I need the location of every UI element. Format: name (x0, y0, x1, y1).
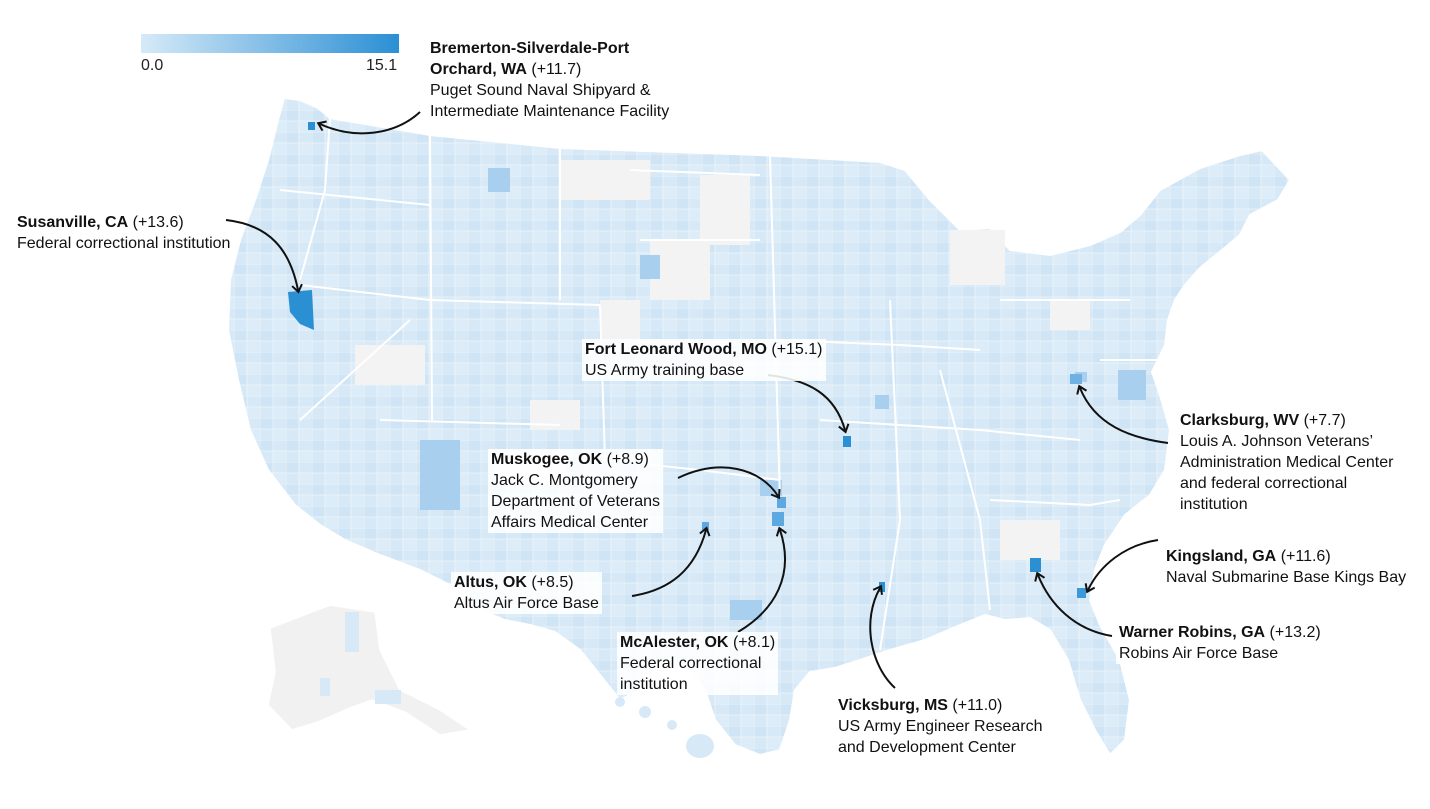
annotation-place: Muskogee, OK (491, 451, 603, 468)
annotation-delta: (+8.5) (531, 574, 574, 591)
county-vicksburg (879, 582, 885, 592)
arrow-vicksburg (869, 584, 896, 689)
annotation-description: Naval Submarine Base Kings Bay (1166, 569, 1407, 586)
annotation-description: Federal correctional institution (17, 235, 231, 252)
annotation-description: and federal correctional (1180, 475, 1348, 492)
annotation-delta: (+8.1) (732, 634, 776, 651)
annotation-description: Louis A. Johnson Veterans’ (1180, 433, 1374, 450)
annotation-delta: (+8.9) (606, 451, 649, 468)
annotation-description: Intermediate Maintenance Facility (430, 103, 670, 120)
annotation-clarksburg: Clarksburg, WV (+7.7) Louis A. Johnson V… (1177, 410, 1397, 515)
arrow-warner-robins (1034, 571, 1113, 637)
arrow-mcalester (737, 526, 787, 633)
annotation-place: Altus, OK (454, 574, 527, 591)
arrow-muskogee (677, 466, 781, 500)
annotation-place: Clarksburg, WV (1180, 412, 1300, 429)
arrow-clarksburg (1076, 384, 1169, 444)
state-borders (279, 117, 1165, 651)
arrow-bremerton (316, 111, 421, 135)
county-muskogee (777, 497, 786, 508)
annotation-description: Department of Veterans (491, 493, 660, 510)
legend-max-label: 15.1 (366, 57, 398, 74)
annotation-place: Bremerton-Silverdale-Port (430, 40, 630, 57)
county-fort-leonard-wood (843, 436, 851, 447)
county-altus (702, 522, 709, 530)
annotation-delta: (+13.2) (1269, 624, 1321, 641)
alaska-counties (320, 612, 401, 704)
annotation-place: Kingsland, GA (1166, 548, 1277, 565)
annotation-description: Affairs Medical Center (491, 514, 649, 531)
annotation-delta: (+11.6) (1280, 548, 1331, 565)
annotation-fort-leonard-wood: Fort Leonard Wood, MO (+15.1) US Army tr… (582, 339, 826, 381)
annotation-description: Federal correctional (620, 655, 762, 672)
county-clarksburg (1070, 374, 1082, 384)
annotation-delta: (+15.1) (771, 341, 823, 358)
annotation-place: McAlester, OK (620, 634, 729, 651)
county-bremerton (308, 122, 315, 130)
annotation-description: Jack C. Montgomery (491, 472, 638, 489)
annotation-description: institution (620, 676, 688, 693)
arrow-altus (631, 526, 711, 597)
annotation-warner-robins: Warner Robins, GA (+13.2) Robins Air For… (1116, 622, 1324, 664)
no-data-regions (355, 160, 1090, 560)
annotation-place: Fort Leonard Wood, MO (585, 341, 767, 358)
annotation-description: and Development Center (838, 739, 1016, 756)
annotation-delta: (+11.7) (531, 61, 582, 78)
county-susanville (288, 290, 314, 330)
annotation-kingsland: Kingsland, GA (+11.6) Naval Submarine Ba… (1163, 546, 1410, 588)
annotation-delta: (+7.7) (1303, 412, 1346, 429)
annotation-description: US Army Engineer Research (838, 718, 1043, 735)
annotation-altus: Altus, OK (+8.5) Altus Air Force Base (451, 572, 602, 614)
annotation-mcalester: McAlester, OK (+8.1) Federal correctiona… (617, 632, 779, 695)
legend-min-label: 0.0 (141, 57, 164, 74)
annotation-description: Robins Air Force Base (1119, 645, 1279, 662)
county-kingsland (1077, 588, 1086, 598)
arrow-susanville (225, 219, 303, 294)
annotation-bremerton: Bremerton-Silverdale-Port Orchard, WA (+… (430, 38, 669, 122)
annotation-description: Puget Sound Naval Shipyard & (430, 82, 651, 99)
annotation-susanville: Susanville, CA (+13.6) Federal correctio… (17, 212, 230, 254)
annotation-place: Vicksburg, MS (838, 697, 948, 714)
annotation-place: Orchard, WA (430, 61, 527, 78)
annotation-place: Warner Robins, GA (1119, 624, 1266, 641)
annotation-arrows (225, 111, 1169, 689)
annotation-description: Altus Air Force Base (454, 595, 599, 612)
arrow-kingsland (1084, 539, 1159, 594)
county-mcalester (772, 512, 784, 526)
annotation-delta: (+13.6) (132, 214, 184, 231)
annotation-delta: (+11.0) (952, 697, 1003, 714)
annotation-vicksburg: Vicksburg, MS (+11.0) US Army Engineer R… (835, 695, 1046, 758)
county-warner-robins (1030, 558, 1041, 572)
annotation-description: institution (1180, 496, 1248, 513)
annotation-muskogee: Muskogee, OK (+8.9) Jack C. Montgomery D… (488, 449, 663, 533)
hawaii (615, 697, 714, 758)
color-scale-legend (141, 34, 399, 53)
alaska (267, 604, 472, 736)
annotation-description: Administration Medical Center (1180, 454, 1394, 471)
annotation-place: Susanville, CA (17, 214, 129, 231)
annotation-description: US Army training base (585, 362, 745, 379)
